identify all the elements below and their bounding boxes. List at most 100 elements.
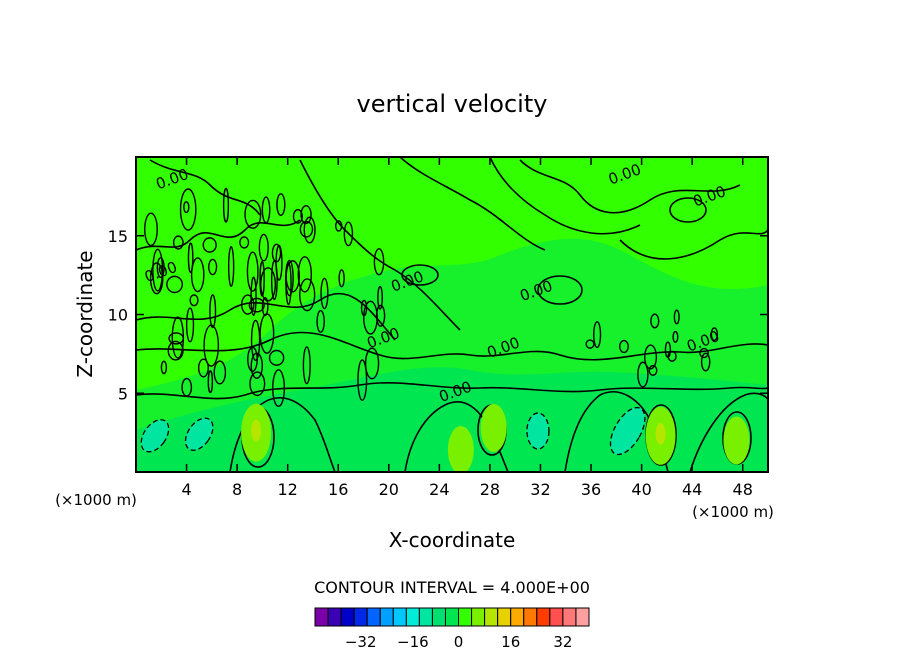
downdraft-region xyxy=(185,418,213,451)
colorbar-swatch xyxy=(431,607,446,627)
small-contour-cell xyxy=(160,360,168,375)
small-contour-cell xyxy=(189,294,199,307)
colorbar-tick-label: 0 xyxy=(454,633,464,651)
contour-line xyxy=(489,157,641,235)
small-contour-cell xyxy=(152,248,164,292)
contour-line xyxy=(401,264,439,286)
small-contour-cell xyxy=(667,350,677,362)
small-contour-cell xyxy=(710,327,719,342)
small-contour-cell xyxy=(320,277,329,310)
small-contour-cell xyxy=(258,233,269,262)
chart-title: vertical velocity xyxy=(357,90,548,118)
small-contour-cell xyxy=(375,304,386,327)
contour-line xyxy=(669,197,707,223)
colorbar-swatch xyxy=(392,607,407,627)
small-contour-cell xyxy=(292,208,304,224)
small-contour-cell xyxy=(209,294,217,329)
small-contour-cell xyxy=(364,347,380,380)
colorbar-swatch xyxy=(340,607,355,627)
updraft-region xyxy=(723,416,750,465)
colorbar-swatch xyxy=(458,607,473,627)
x-tick-label: 8 xyxy=(232,480,242,499)
updraft-region xyxy=(480,403,507,452)
small-contour-cell xyxy=(248,297,265,313)
small-contour-cell xyxy=(303,216,316,244)
colorbar-swatch xyxy=(418,607,433,627)
small-contour-cell xyxy=(338,269,345,288)
colorbar-swatch xyxy=(484,607,499,627)
contour-line xyxy=(537,275,583,305)
small-contour-cell xyxy=(197,358,209,378)
contour-line xyxy=(136,292,396,341)
x-tick-label: 28 xyxy=(480,480,500,499)
colorbar-swatch xyxy=(314,607,329,627)
contour-line xyxy=(404,401,509,472)
colorbar xyxy=(314,607,590,627)
small-contour-cell xyxy=(172,235,184,250)
small-contour-cell xyxy=(672,330,679,343)
small-contour-cell xyxy=(144,212,158,247)
small-contour-cell xyxy=(644,344,658,370)
small-contour-cell xyxy=(183,201,190,214)
colorbar-swatch xyxy=(523,607,538,627)
small-contour-cell xyxy=(239,236,250,249)
downdraft-contour xyxy=(140,419,170,453)
velocity-extrema xyxy=(140,403,750,472)
small-contour-cells xyxy=(144,187,719,408)
x-tick-label: 12 xyxy=(278,480,298,499)
y-tick-label: 5 xyxy=(118,384,128,403)
colorbar-swatch xyxy=(497,607,512,627)
small-contour-cell xyxy=(181,377,193,397)
small-contour-cell xyxy=(249,371,266,397)
small-contour-cell xyxy=(272,369,286,408)
downdraft-region xyxy=(141,419,169,452)
colorbar-tick-label: −32 xyxy=(345,633,377,651)
small-contour-cell xyxy=(648,364,658,376)
x-axis-label: X-coordinate xyxy=(389,528,516,552)
colorbar-swatch xyxy=(549,607,564,627)
small-contour-cell xyxy=(302,346,311,385)
small-contour-cell xyxy=(261,196,271,224)
y-axis-label: Z-coordinate xyxy=(73,250,97,377)
small-contour-cell xyxy=(271,243,282,263)
small-contour-cell xyxy=(208,258,218,276)
colorbar-swatch xyxy=(471,607,486,627)
small-contour-cell xyxy=(585,339,595,349)
small-contour-cell xyxy=(190,257,205,293)
x-tick-label: 48 xyxy=(733,480,753,499)
colorbar-swatch xyxy=(536,607,551,627)
downdraft-contour xyxy=(184,417,214,451)
small-contour-cell xyxy=(202,237,217,253)
x-tick-label: 36 xyxy=(581,480,601,499)
x-tick-label: 24 xyxy=(429,480,449,499)
downdraft-region xyxy=(610,407,645,455)
small-contour-cell xyxy=(637,361,649,388)
x-tick-label: 40 xyxy=(631,480,651,499)
small-contour-cell xyxy=(259,313,275,354)
contour-line xyxy=(299,159,461,331)
small-contour-cell xyxy=(240,294,255,315)
small-contour-cell xyxy=(171,316,185,359)
small-contour-cell xyxy=(246,251,259,292)
contour-line xyxy=(689,392,768,472)
x-unit-left: (×1000 m) xyxy=(55,491,137,509)
small-contour-cell xyxy=(593,321,602,349)
small-contour-cell xyxy=(276,193,286,216)
x-tick-label: 20 xyxy=(379,480,399,499)
contour-line xyxy=(519,159,741,214)
colorbar-swatch xyxy=(405,607,420,627)
small-contour-cell xyxy=(179,188,197,231)
small-contour-cell xyxy=(187,242,194,274)
contour-lines xyxy=(136,157,768,472)
contour-line xyxy=(619,229,768,260)
small-contour-cell xyxy=(700,352,711,372)
small-contour-cell xyxy=(673,309,680,325)
x-unit-right: (×1000 m) xyxy=(692,503,774,521)
small-contour-cell xyxy=(650,313,660,329)
small-contour-cell xyxy=(316,309,325,333)
y-axis-ticks: 5 10 15 xyxy=(108,227,768,403)
small-contour-cell xyxy=(299,220,314,238)
contour-line xyxy=(229,396,336,472)
updraft-region xyxy=(447,425,474,472)
small-contour-cell xyxy=(300,205,312,225)
